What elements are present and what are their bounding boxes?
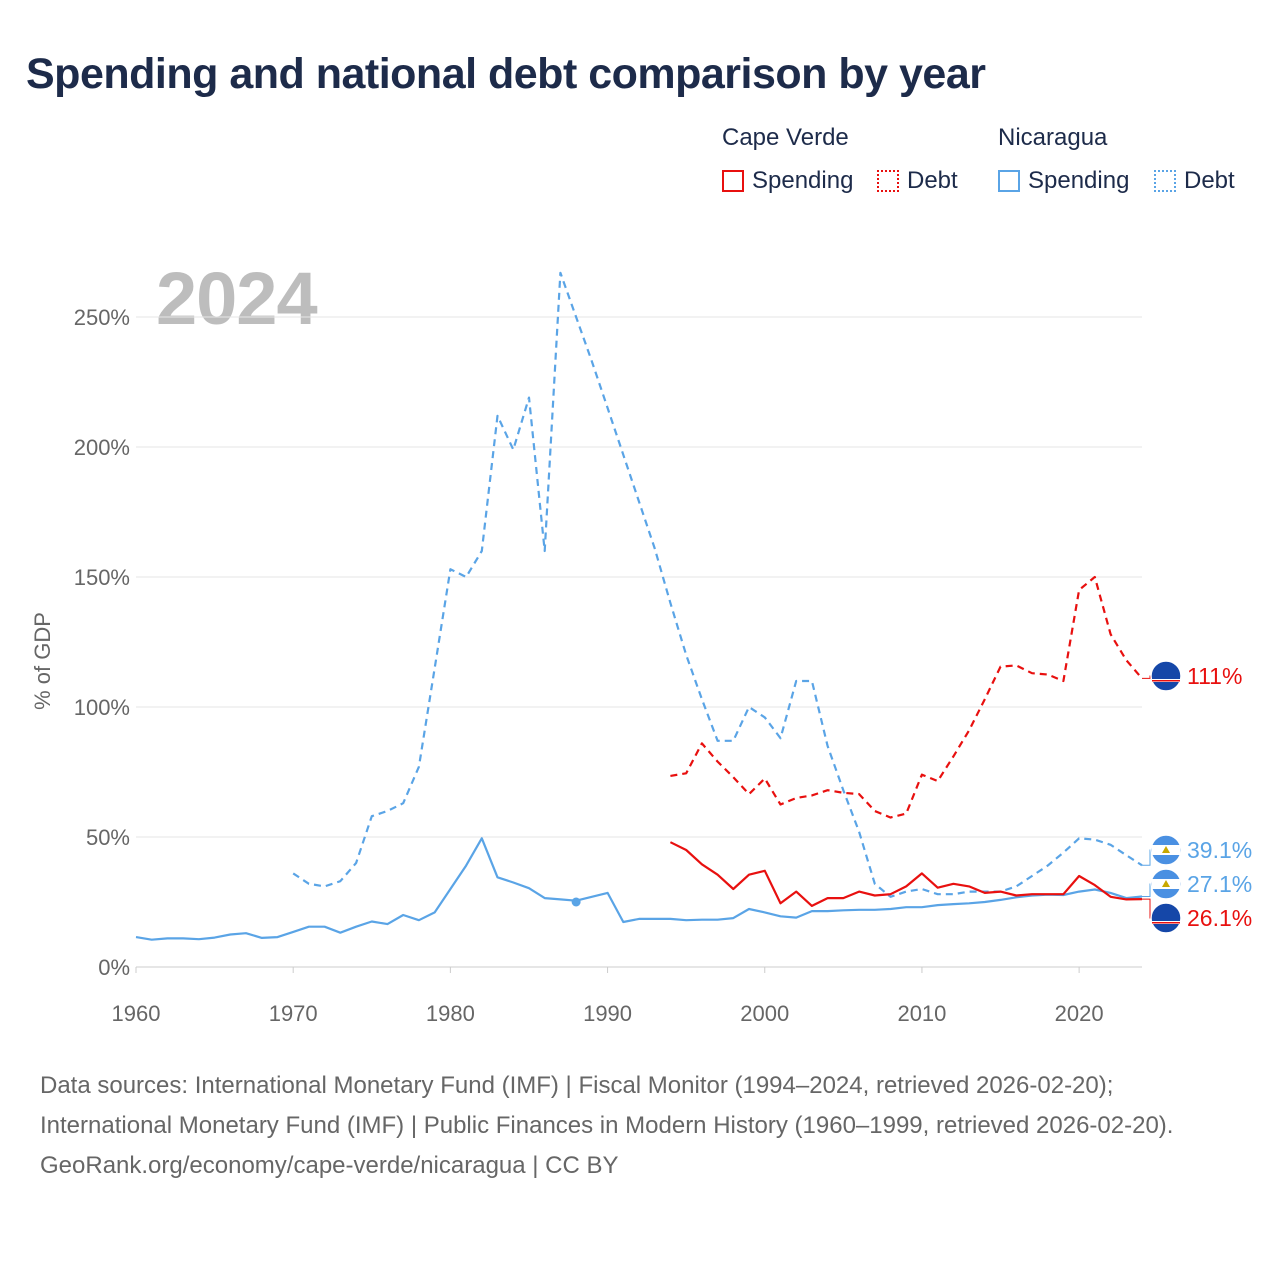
y-tick-label: 50% bbox=[86, 825, 130, 850]
legend-label: Spending bbox=[1028, 167, 1130, 194]
x-tick-label: 2010 bbox=[897, 1001, 946, 1026]
y-axis-title: % of GDP bbox=[30, 612, 55, 710]
series-line-nicaragua-spending bbox=[135, 837, 1143, 941]
series-point-marker bbox=[571, 897, 581, 907]
legend-group-cape-verde: Cape Verde bbox=[722, 124, 849, 151]
flag-stripe bbox=[1152, 922, 1180, 924]
cape-verde-flag-icon bbox=[1150, 902, 1182, 934]
end-value-label: 26.1% bbox=[1187, 905, 1252, 931]
series-line-nicaragua-debt bbox=[292, 271, 1143, 898]
x-tick-label: 2020 bbox=[1055, 1001, 1104, 1026]
chart-title: Spending and national debt comparison by… bbox=[26, 50, 986, 98]
series-line-cape-verde-spending bbox=[669, 841, 1143, 907]
flag-emblem bbox=[1162, 846, 1170, 853]
chart-canvas: 0% 50% 100% 150% 200% 250% 1960 1970 1980 1990 200… bbox=[30, 271, 1252, 1026]
legend-group-nicaragua: Nicaragua bbox=[998, 124, 1108, 151]
legend-label: Debt bbox=[1184, 167, 1235, 194]
legend-item-nicaragua-debt[interactable]: Debt bbox=[1154, 166, 1235, 196]
x-tick-label: 2000 bbox=[740, 1001, 789, 1026]
y-tick-label: 100% bbox=[74, 695, 130, 720]
y-tick-label: 150% bbox=[74, 565, 130, 590]
series-line-cape-verde-debt bbox=[670, 575, 1143, 819]
cape-verde-flag-icon bbox=[1150, 660, 1182, 692]
credit-link[interactable]: GeoRank.org/economy/cape-verde/nicaragua… bbox=[40, 1152, 619, 1179]
legend-label: Debt bbox=[907, 167, 958, 194]
x-tick-label: 1960 bbox=[112, 1001, 161, 1026]
footer: Data sources: International Monetary Fun… bbox=[40, 1066, 1240, 1186]
y-tick-label: 0% bbox=[98, 955, 130, 980]
x-tick-label: 1990 bbox=[583, 1001, 632, 1026]
end-label-connector bbox=[1142, 898, 1152, 919]
legend-item-cape-verde-debt[interactable]: Debt bbox=[877, 166, 958, 196]
flag-stripe bbox=[1152, 680, 1180, 682]
dotted-line-swatch-icon bbox=[1154, 170, 1176, 192]
flag-emblem bbox=[1162, 880, 1170, 887]
data-sources-text: Data sources: International Monetary Fun… bbox=[40, 1072, 1174, 1139]
end-value-label: 39.1% bbox=[1187, 837, 1252, 863]
legend-item-nicaragua-spending[interactable]: Spending bbox=[998, 166, 1129, 196]
legend-label: Spending bbox=[752, 167, 854, 194]
end-value-label: 27.1% bbox=[1187, 871, 1252, 897]
solid-line-swatch-icon bbox=[998, 170, 1020, 192]
x-tick-label: 1970 bbox=[269, 1001, 318, 1026]
dotted-line-swatch-icon bbox=[877, 170, 899, 192]
y-tick-label: 200% bbox=[74, 435, 130, 460]
solid-line-swatch-icon bbox=[722, 170, 744, 192]
x-tick-label: 1980 bbox=[426, 1001, 475, 1026]
y-tick-label: 250% bbox=[74, 305, 130, 330]
legend-item-cape-verde-spending[interactable]: Spending bbox=[722, 166, 853, 196]
end-value-label: 111% bbox=[1187, 663, 1242, 689]
current-year-label: 2024 bbox=[156, 257, 318, 340]
